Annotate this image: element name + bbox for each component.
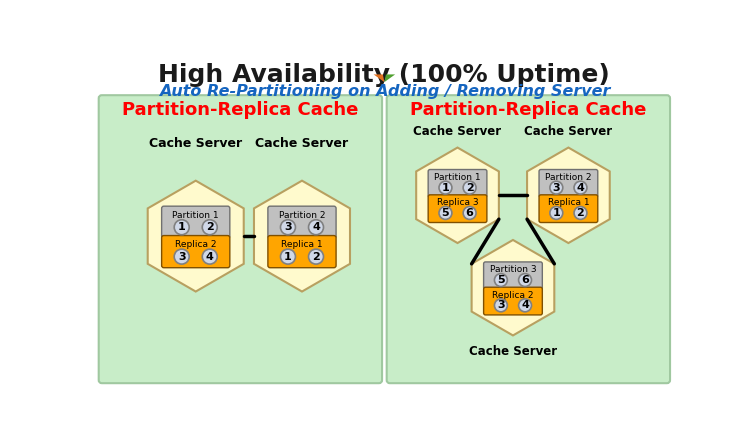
Text: Partition 3: Partition 3 [490, 265, 536, 274]
Circle shape [550, 181, 562, 194]
Text: Cache Server: Cache Server [149, 137, 242, 150]
Circle shape [574, 181, 587, 194]
Circle shape [202, 249, 217, 264]
FancyBboxPatch shape [428, 195, 487, 223]
FancyBboxPatch shape [387, 95, 670, 383]
Polygon shape [254, 181, 350, 292]
FancyBboxPatch shape [539, 170, 598, 197]
Circle shape [202, 220, 217, 235]
Text: Cache Server: Cache Server [524, 125, 613, 138]
Circle shape [550, 207, 562, 220]
FancyBboxPatch shape [428, 170, 487, 197]
Circle shape [464, 181, 476, 194]
Circle shape [574, 207, 587, 220]
Text: 2: 2 [312, 252, 320, 262]
Circle shape [308, 249, 323, 264]
Circle shape [518, 299, 532, 312]
Text: Cache Server: Cache Server [469, 345, 557, 358]
Text: 2: 2 [466, 183, 473, 193]
Text: Partition 2: Partition 2 [545, 173, 592, 182]
FancyBboxPatch shape [484, 287, 542, 315]
Text: 3: 3 [497, 300, 505, 310]
FancyBboxPatch shape [99, 95, 382, 383]
FancyBboxPatch shape [268, 206, 336, 238]
Polygon shape [527, 148, 610, 243]
Polygon shape [384, 74, 395, 82]
Circle shape [439, 181, 452, 194]
FancyBboxPatch shape [539, 195, 598, 223]
Text: 1: 1 [284, 252, 292, 262]
Text: 4: 4 [206, 252, 214, 262]
Text: 5: 5 [442, 208, 449, 218]
Circle shape [280, 220, 296, 235]
Circle shape [308, 220, 323, 235]
Text: 3: 3 [178, 252, 185, 262]
Circle shape [494, 273, 507, 286]
FancyBboxPatch shape [268, 236, 336, 268]
Text: Partition 1: Partition 1 [434, 173, 481, 182]
Text: 6: 6 [466, 208, 473, 218]
Polygon shape [416, 148, 499, 243]
Polygon shape [148, 181, 244, 292]
Text: Replica 1: Replica 1 [548, 198, 590, 207]
Text: 6: 6 [521, 275, 529, 285]
Text: 4: 4 [312, 222, 320, 232]
Text: Replica 3: Replica 3 [436, 198, 478, 207]
FancyBboxPatch shape [162, 236, 230, 268]
Text: 1: 1 [442, 183, 449, 193]
Circle shape [174, 220, 189, 235]
Text: 1: 1 [178, 222, 185, 232]
Polygon shape [374, 74, 384, 82]
Circle shape [464, 207, 476, 220]
Text: 3: 3 [553, 183, 560, 193]
Text: 5: 5 [497, 275, 505, 285]
Text: Auto Re-Partitioning on Adding / Removing Server: Auto Re-Partitioning on Adding / Removin… [159, 85, 610, 99]
Polygon shape [472, 240, 554, 335]
Text: 4: 4 [521, 300, 529, 310]
Circle shape [439, 207, 452, 220]
Text: Cache Server: Cache Server [413, 125, 502, 138]
Text: Replica 2: Replica 2 [175, 240, 217, 249]
Circle shape [280, 249, 296, 264]
Circle shape [494, 299, 507, 312]
Text: Partition-Replica Cache: Partition-Replica Cache [410, 102, 646, 119]
Circle shape [518, 273, 532, 286]
Text: 2: 2 [206, 222, 214, 232]
Text: Replica 2: Replica 2 [492, 291, 534, 299]
Text: Partition 1: Partition 1 [172, 211, 219, 220]
Text: Replica 1: Replica 1 [281, 240, 322, 249]
FancyBboxPatch shape [484, 262, 542, 289]
Text: Partition 2: Partition 2 [279, 211, 326, 220]
Text: 1: 1 [553, 208, 560, 218]
Text: 3: 3 [284, 222, 292, 232]
Text: High Availability (100% Uptime): High Availability (100% Uptime) [158, 63, 610, 87]
Text: 4: 4 [577, 183, 584, 193]
Text: Cache Server: Cache Server [256, 137, 349, 150]
Text: 2: 2 [577, 208, 584, 218]
Text: Partition-Replica Cache: Partition-Replica Cache [122, 102, 358, 119]
Circle shape [174, 249, 189, 264]
FancyBboxPatch shape [162, 206, 230, 238]
